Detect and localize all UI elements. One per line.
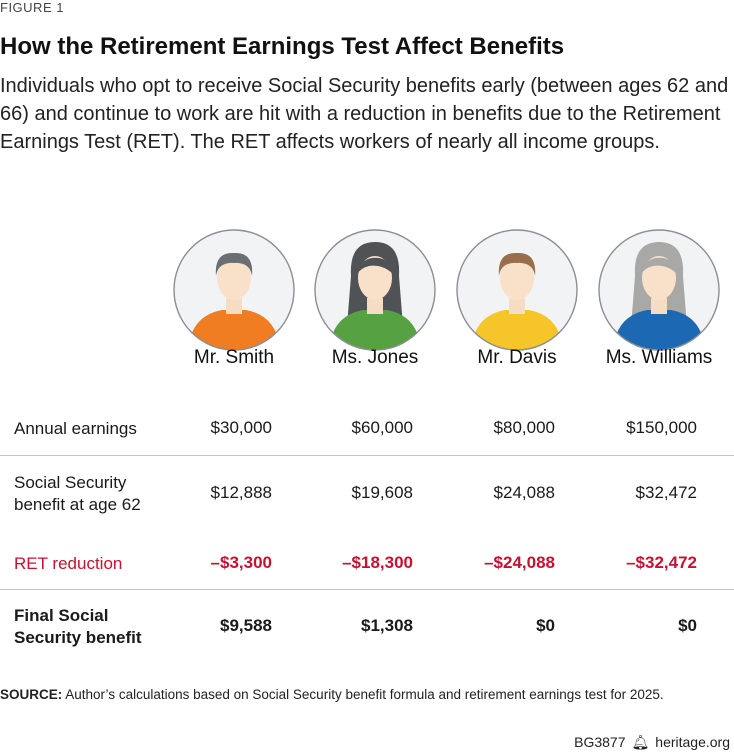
table-divider	[0, 589, 734, 590]
table-cell: –$24,088	[484, 553, 555, 572]
source-note: SOURCE: Author’s calculations based on S…	[0, 687, 664, 702]
man-short-hair-orange-shirt-icon	[173, 229, 295, 351]
site-link[interactable]: heritage.org	[655, 734, 730, 750]
row-label-line: Social Security	[14, 473, 127, 492]
table-cell: $30,000	[210, 418, 272, 437]
figure-description: Individuals who opt to receive Social Se…	[0, 75, 729, 153]
row-label-line: RET reduction	[14, 554, 123, 573]
woman-long-hair-green-shirt-icon	[314, 229, 436, 351]
person-name: Ms. Williams	[605, 347, 713, 368]
table-divider	[0, 455, 734, 456]
footer: BG3877 🔔︎ heritage.org	[574, 734, 730, 751]
woman-long-hair-blue-shirt-icon	[598, 229, 720, 351]
row-label-line: Security benefit	[14, 628, 142, 647]
source-label: SOURCE:	[0, 687, 63, 702]
table-cell: $19,608	[351, 483, 413, 502]
table-cell: $150,000	[626, 418, 697, 437]
table-cell: $9,588	[220, 616, 272, 635]
table-cell: –$18,300	[342, 553, 413, 572]
table-cell: –$3,300	[210, 553, 272, 572]
row-label-line: Annual earnings	[14, 419, 137, 438]
bell-logo-icon: 🔔︎	[631, 734, 650, 750]
person-name: Mr. Davis	[477, 347, 557, 368]
table-cell: $1,308	[361, 616, 413, 635]
row-label: RET reduction	[14, 553, 122, 575]
figure-title: How the Retirement Earnings Test Affect …	[0, 33, 565, 60]
table-cell: $24,088	[493, 483, 555, 502]
figure-label: FIGURE 1	[0, 0, 64, 15]
row-label-line: Final Social	[14, 606, 109, 625]
row-label: Annual earnings	[14, 418, 137, 440]
row-label: Social Security benefit at age 62	[14, 472, 141, 516]
person-name: Ms. Jones	[331, 347, 419, 368]
table-cell: $80,000	[493, 418, 555, 437]
source-text: Author’s calculations based on Social Se…	[65, 687, 664, 702]
row-label: Final Social Security benefit	[14, 605, 142, 649]
table-cell: –$32,472	[626, 553, 697, 572]
table-cell: $0	[536, 616, 555, 635]
person-name: Mr. Smith	[193, 347, 275, 368]
table-cell: $32,472	[635, 483, 697, 502]
man-short-hair-yellow-shirt-icon	[456, 229, 578, 351]
row-label-line: benefit at age 62	[14, 495, 141, 514]
table-cell: $12,888	[210, 483, 272, 502]
table-cell: $0	[678, 616, 697, 635]
table-cell: $60,000	[351, 418, 413, 437]
report-code: BG3877	[574, 734, 626, 750]
